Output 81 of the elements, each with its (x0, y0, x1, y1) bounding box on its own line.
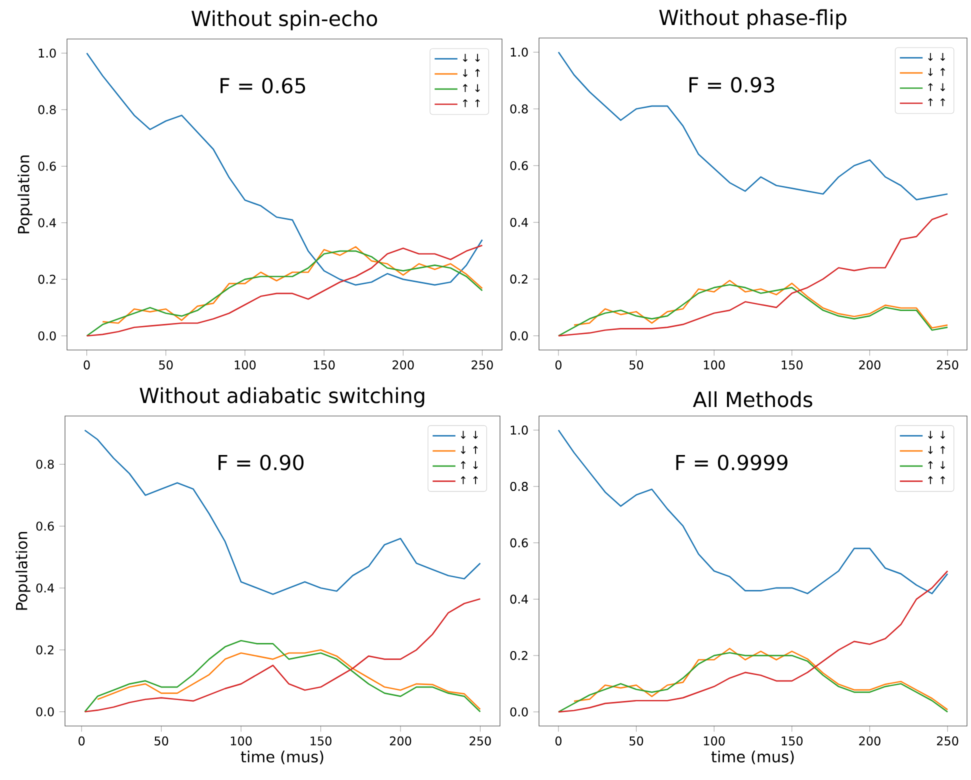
legend-label: ↑ ↑ (928, 476, 946, 484)
y-tick-label: 0.0 (510, 707, 528, 716)
x-tick-label: 50 (154, 736, 168, 746)
x-tick-label: 0 (555, 736, 562, 746)
y-tick-label: 0.4 (510, 594, 528, 604)
y-tick-label: 0.6 (36, 522, 54, 531)
y-tick-label: 0.8 (36, 460, 54, 469)
line-series (84, 430, 481, 595)
line-series (102, 246, 483, 324)
legend-label: ↓ ↓ (460, 430, 478, 439)
legend-label: ↑ ↓ (462, 84, 480, 92)
line-series (96, 649, 481, 710)
x-tick-label: 100 (230, 736, 252, 746)
y-tick-label: 0.2 (38, 274, 56, 284)
y-tick-label: 0.6 (38, 162, 56, 171)
y-tick-label: 0.8 (510, 104, 528, 114)
chart-title: All Methods (692, 391, 812, 408)
legend-label: ↑ ↑ (928, 98, 946, 106)
y-tick-label: 0.6 (510, 538, 528, 548)
x-tick-label: 150 (314, 360, 335, 370)
y-tick-label: 0.2 (36, 645, 54, 654)
y-tick-label: 0.8 (38, 105, 56, 114)
annotation: F = 0.90 (218, 454, 304, 470)
x-tick-label: 50 (159, 360, 173, 370)
legend-label: ↓ ↑ (928, 446, 946, 454)
legend-label: ↓ ↑ (462, 69, 480, 77)
x-tick-label: 50 (630, 736, 644, 746)
x-axis-title: time (mus) (240, 750, 324, 764)
legend-label: ↑ ↓ (928, 461, 946, 470)
legend-label: ↑ ↑ (460, 476, 478, 484)
y-tick-label: 1.0 (510, 48, 528, 57)
x-tick-label: 100 (234, 360, 256, 370)
legend-label: ↓ ↓ (928, 430, 946, 439)
x-tick-label: 200 (859, 736, 880, 746)
line-series (558, 429, 948, 594)
y-tick-label: 0.0 (510, 331, 528, 340)
legend-label: ↓ ↑ (460, 446, 478, 454)
y-tick-label: 1.0 (510, 426, 528, 435)
x-axis-title: time (mus) (711, 750, 794, 764)
y-tick-label: 0.2 (510, 274, 528, 284)
legend-label: ↑ ↓ (460, 461, 478, 470)
y-tick-label: 0.8 (510, 482, 528, 491)
x-tick-label: 50 (630, 360, 644, 370)
x-tick-label: 200 (859, 360, 880, 370)
x-tick-label: 150 (782, 360, 803, 370)
y-tick-label: 0.6 (510, 161, 528, 170)
x-tick-label: 150 (782, 736, 803, 746)
line-series (573, 280, 948, 329)
legend-label: ↓ ↑ (928, 68, 946, 76)
legend-label: ↑ ↑ (462, 99, 480, 108)
y-axis-title: Population (16, 532, 30, 610)
y-tick-label: 0.4 (38, 218, 56, 228)
annotation: F = 0.93 (689, 76, 774, 93)
x-tick-label: 250 (470, 736, 491, 746)
y-tick-label: 0.4 (36, 583, 54, 593)
x-tick-label: 0 (78, 736, 85, 746)
x-tick-label: 200 (390, 736, 412, 746)
x-tick-label: 250 (936, 736, 958, 746)
y-tick-label: 0.2 (510, 651, 528, 660)
y-tick-label: 0.0 (38, 331, 56, 340)
y-tick-label: 1.0 (38, 48, 56, 58)
x-tick-label: 150 (310, 736, 332, 746)
x-tick-label: 250 (472, 360, 493, 370)
x-tick-label: 100 (704, 736, 725, 746)
x-tick-label: 0 (84, 360, 90, 370)
x-tick-label: 0 (555, 360, 562, 370)
x-tick-label: 100 (704, 360, 725, 370)
x-tick-label: 200 (392, 360, 414, 370)
chart-title: Without spin-echo (192, 10, 378, 30)
legend-label: ↓ ↓ (928, 52, 946, 61)
y-tick-label: 0.0 (36, 707, 54, 716)
legend-label: ↓ ↓ (462, 54, 480, 62)
annotation: F = 0.65 (220, 78, 306, 94)
chart-title: Without adiabatic switching (140, 387, 424, 408)
annotation: F = 0.9999 (676, 454, 788, 470)
y-axis-title: Population (18, 156, 32, 234)
y-tick-label: 0.4 (510, 218, 528, 227)
x-tick-label: 250 (936, 360, 958, 370)
chart-title: Without phase-flip (659, 9, 846, 30)
line-series (84, 640, 481, 712)
legend-label: ↑ ↓ (928, 83, 946, 92)
